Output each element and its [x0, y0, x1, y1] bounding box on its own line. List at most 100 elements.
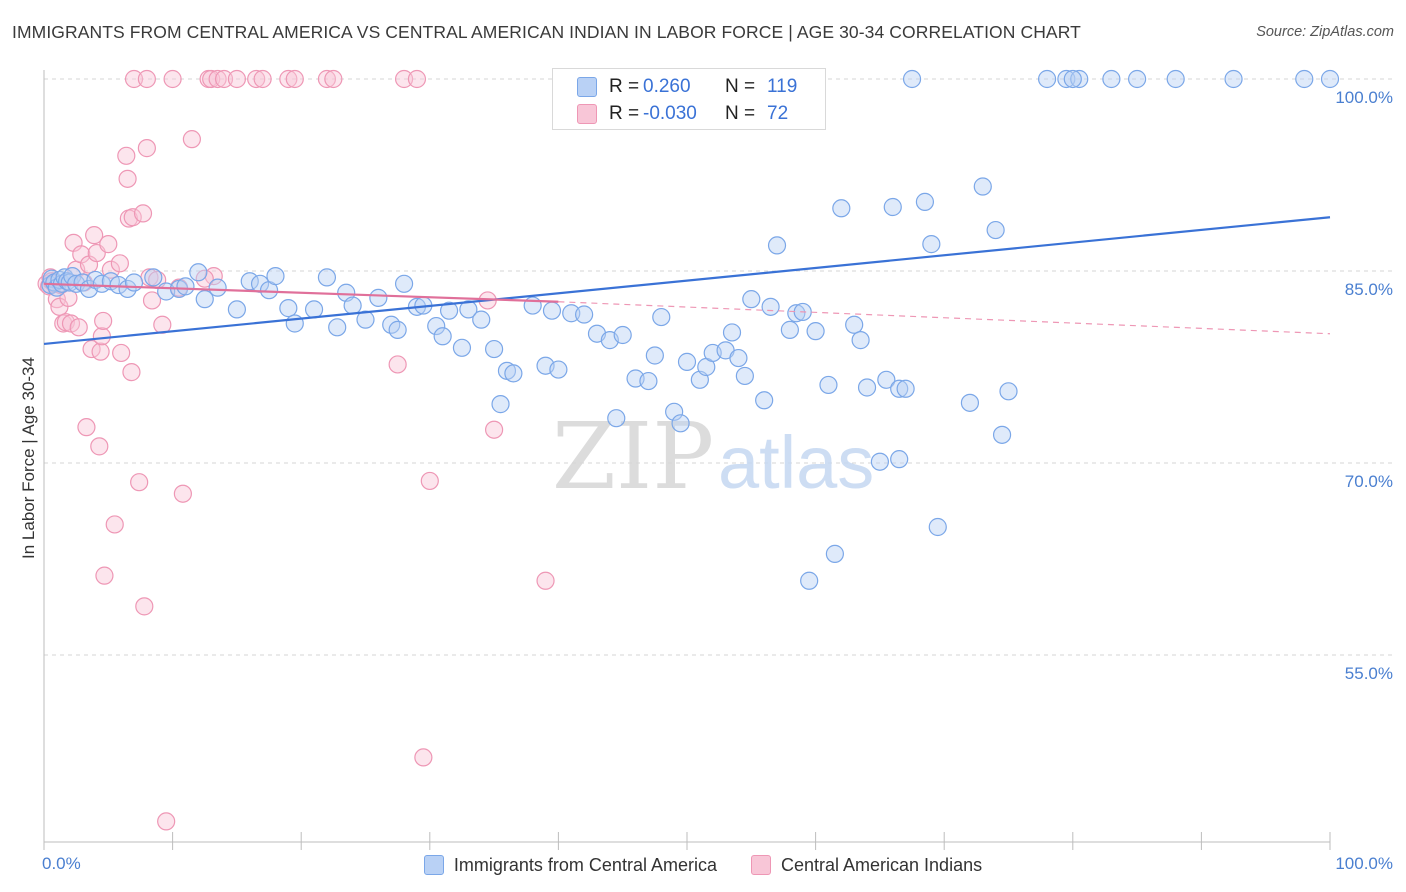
point-blue-81: [761, 297, 780, 316]
point-blue-104: [986, 220, 1005, 240]
point-blue-105: [992, 425, 1012, 444]
series-central-american-indians: [37, 69, 555, 831]
point-pink-71: [485, 420, 504, 439]
point-pink-14: [69, 318, 88, 337]
point-blue-30: [266, 267, 285, 286]
point-blue-107: [1037, 69, 1057, 89]
point-blue-46: [433, 327, 452, 346]
stats-row-pink: R = -0.030 N = 72: [553, 100, 788, 128]
point-blue-32: [285, 314, 304, 333]
point-blue-60: [575, 305, 594, 324]
point-blue-19: [144, 268, 163, 287]
bottom-legend: Immigrants from Central America Central …: [0, 851, 1406, 879]
point-pink-69: [414, 748, 433, 767]
point-pink-20: [85, 226, 104, 245]
point-blue-101: [928, 517, 947, 537]
point-blue-103: [973, 177, 992, 196]
point-pink-65: [394, 69, 414, 89]
point-blue-34: [317, 268, 337, 287]
point-blue-113: [1224, 69, 1243, 89]
n-label-blue: N =: [725, 76, 756, 97]
point-blue-48: [452, 338, 472, 357]
source-label: Source: ZipAtlas.com: [1256, 24, 1394, 40]
legend-label-indians: Central American Indians: [780, 854, 983, 875]
trend-line-pink: [43, 282, 559, 303]
point-pink-33: [118, 169, 137, 188]
point-pink-29: [105, 515, 124, 534]
point-blue-114: [890, 379, 909, 398]
r-label-pink: R =: [609, 103, 640, 124]
point-blue-26: [227, 300, 246, 319]
point-blue-91: [845, 315, 864, 334]
r-value-pink: -0.030: [643, 103, 697, 124]
point-blue-23: [189, 263, 208, 282]
y-axis-label: In Labor Force | Age 30-34: [19, 357, 38, 559]
point-blue-68: [652, 307, 671, 327]
point-pink-51: [208, 69, 227, 89]
trend-lines: [43, 216, 1331, 346]
point-blue-52: [491, 395, 510, 414]
n-label-pink: N =: [725, 103, 756, 124]
point-blue-58: [549, 360, 568, 379]
point-blue-117: [1063, 69, 1082, 89]
point-pink-45: [157, 812, 176, 831]
point-blue-109: [1070, 69, 1089, 89]
trend-line-pink-extension: [558, 301, 1331, 335]
point-blue-27: [240, 272, 259, 291]
legend-item-immigrants[interactable]: Immigrants from Central America: [423, 851, 717, 879]
point-blue-51: [485, 339, 504, 359]
point-blue-79: [742, 290, 761, 309]
legend-swatch-blue: [423, 855, 444, 875]
point-blue-110: [1102, 69, 1121, 89]
point-pink-36: [122, 363, 141, 382]
point-pink-57: [253, 69, 272, 89]
point-blue-98: [902, 69, 922, 89]
point-blue-90: [832, 199, 851, 218]
legend-item-indians[interactable]: Central American Indians: [750, 851, 983, 879]
point-pink-68: [420, 471, 439, 491]
point-pink-55: [227, 69, 246, 89]
point-blue-2: [45, 273, 64, 292]
r-value-blue: 0.260: [643, 76, 691, 97]
point-blue-35: [328, 318, 347, 337]
point-pink-72: [536, 571, 555, 590]
point-pink-61: [324, 69, 343, 89]
point-blue-89: [825, 544, 844, 563]
watermark: ZIP atlas: [552, 403, 874, 510]
point-blue-76: [722, 323, 742, 342]
trend-line-blue: [43, 216, 1331, 346]
axes: [43, 70, 1331, 850]
point-pink-32: [117, 146, 136, 165]
point-blue-86: [800, 571, 819, 590]
point-blue-111: [1127, 69, 1147, 89]
point-pink-66: [407, 69, 427, 89]
watermark-zip: ZIP: [552, 403, 714, 510]
point-blue-78: [735, 366, 754, 386]
point-pink-58: [279, 69, 298, 89]
point-blue-71: [677, 352, 697, 371]
point-pink-25: [94, 311, 113, 331]
point-pink-24: [92, 327, 111, 346]
point-blue-25: [208, 278, 227, 297]
point-blue-92: [851, 331, 870, 350]
point-blue-80: [755, 391, 774, 410]
stats-legend-box: R = 0.260 N = 119 R = -0.030 N = 72: [552, 68, 826, 130]
point-pink-63: [137, 69, 156, 89]
point-blue-50: [472, 310, 491, 329]
point-pink-31: [112, 343, 131, 363]
watermark-atlas: atlas: [718, 421, 874, 504]
point-blue-42: [394, 274, 414, 293]
point-blue-70: [671, 414, 690, 433]
grid-lines: [44, 78, 1392, 656]
point-pink-50: [202, 69, 221, 89]
point-blue-54: [504, 364, 523, 383]
point-blue-45: [427, 316, 446, 336]
point-blue-77: [729, 348, 748, 368]
point-pink-64: [163, 69, 182, 89]
tick-labels: 55.0% 70.0% 85.0% 100.0% 0.0% 100.0%: [42, 88, 1393, 873]
point-blue-100: [922, 235, 941, 254]
stats-row-blue: R = 0.260 N = 119: [553, 73, 797, 101]
point-blue-31: [279, 299, 298, 318]
point-blue-116: [1320, 69, 1340, 89]
point-pink-22: [90, 437, 109, 456]
